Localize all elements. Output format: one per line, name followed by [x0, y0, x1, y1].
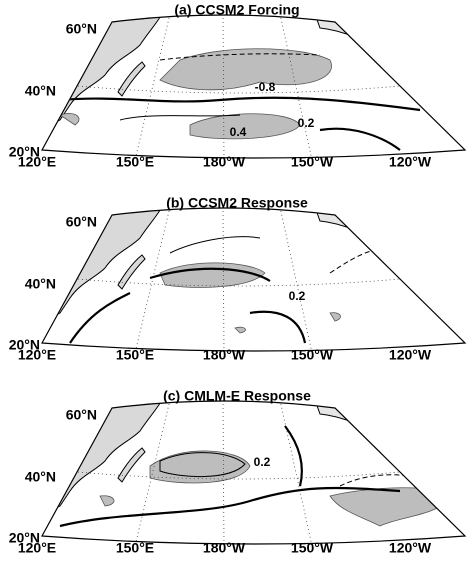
meridian	[279, 15, 313, 158]
lat-label: 20°N	[9, 530, 40, 546]
lon-label: 150°E	[116, 347, 154, 363]
lat-label: 40°N	[25, 83, 56, 99]
lon-label: 180°W	[203, 347, 246, 363]
lat-label: 60°N	[66, 21, 97, 37]
parallel	[77, 278, 401, 287]
meridian	[279, 208, 313, 351]
lon-label: 120°W	[389, 540, 432, 556]
land-japan	[117, 447, 146, 483]
contour-label: 0.4	[230, 125, 247, 139]
lat-label: 40°N	[25, 276, 56, 292]
lon-label: 150°W	[291, 154, 334, 170]
contour-line	[59, 96, 421, 112]
panel-title: (c) CMLM-E Response	[163, 388, 311, 404]
lon-label: 150°W	[291, 347, 334, 363]
lat-label: 20°N	[9, 337, 40, 353]
lat-label: 60°N	[66, 214, 97, 230]
lat-label: 60°N	[66, 407, 97, 423]
meridian	[222, 15, 225, 158]
land-japan	[117, 254, 146, 290]
contour-line	[159, 452, 246, 477]
shaded-region	[159, 48, 332, 91]
contour-line	[329, 248, 401, 274]
meridian	[279, 401, 313, 544]
lon-label: 120°W	[389, 347, 432, 363]
map-outline	[41, 207, 467, 352]
lat-label: 20°N	[9, 144, 40, 160]
shaded-region	[329, 487, 451, 527]
lon-label: 150°E	[116, 154, 154, 170]
shaded-region	[149, 450, 251, 484]
land-japan	[117, 61, 146, 97]
lon-label: 150°E	[116, 540, 154, 556]
lat-label: 40°N	[25, 469, 56, 485]
contour-line	[249, 310, 307, 344]
shaded-region	[59, 113, 80, 126]
lon-label: 180°W	[203, 540, 246, 556]
shaded-region	[234, 326, 246, 334]
lon-label: 180°W	[203, 154, 246, 170]
meridian	[222, 208, 225, 351]
parallel	[77, 471, 401, 480]
contour-line	[319, 127, 401, 151]
contour-label: -0.8	[255, 80, 276, 94]
lon-label: 120°W	[389, 154, 432, 170]
shaded-region	[159, 262, 266, 288]
contour-line	[159, 53, 321, 61]
lon-label: 120°E	[18, 154, 56, 170]
contour-label: 0.2	[254, 455, 271, 469]
contour-line	[119, 114, 241, 121]
contour-line	[284, 425, 303, 487]
lon-label: 120°E	[18, 540, 56, 556]
shaded-region	[99, 495, 115, 507]
lon-label: 120°E	[18, 347, 56, 363]
contour-line	[149, 267, 271, 282]
map-outline	[41, 14, 467, 159]
map-outline	[41, 400, 467, 545]
contour-line	[59, 486, 401, 528]
shaded-region	[329, 312, 341, 322]
land-america	[309, 208, 465, 351]
contour-line	[69, 292, 131, 344]
contour-label: 0.2	[289, 289, 306, 303]
panel-title: (b) CCSM2 Response	[166, 195, 308, 211]
lon-label: 150°W	[291, 540, 334, 556]
parallel	[77, 85, 401, 94]
land-america	[309, 15, 465, 158]
contour-line	[169, 236, 261, 254]
meridian	[222, 401, 225, 544]
panel-title: (a) CCSM2 Forcing	[174, 2, 299, 18]
contour-label: 0.2	[298, 116, 315, 130]
